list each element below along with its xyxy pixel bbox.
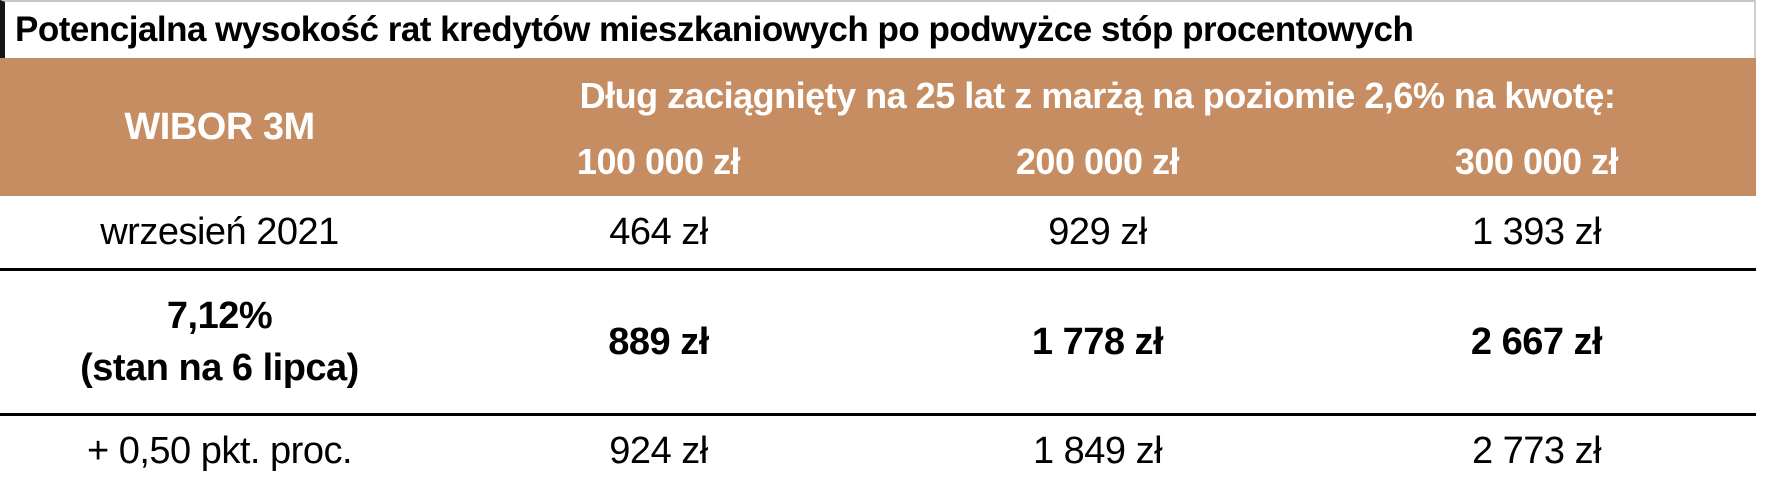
payment-100000: 924 zł <box>609 429 708 472</box>
row-label: + 0,50 pkt. proc. <box>86 429 353 472</box>
payment-200000: 1 849 zł <box>1032 429 1163 472</box>
payment-300000: 1 393 zł <box>1471 210 1602 253</box>
column-header-100000: 100 000 zł <box>576 140 741 182</box>
page-title: Potencjalna wysokość rat kredytów mieszk… <box>0 0 1756 58</box>
payment-300000: 2 773 zł <box>1471 429 1602 472</box>
amount-header-row: 100 000 zł 200 000 zł 300 000 zł <box>439 127 1756 196</box>
wibor-rate-value: 7,12% <box>166 294 273 337</box>
payment-300000: 2 667 zł <box>1470 320 1603 363</box>
table-row-current-wibor: 7,12% (stan na 6 lipca) 889 zł 1 778 zł … <box>0 271 1756 416</box>
table-row-plus-050: + 0,50 pkt. proc. 924 zł 1 849 zł 2 773 … <box>0 416 1756 486</box>
loan-terms-header-group: Dług zaciągnięty na 25 lat z marżą na po… <box>439 58 1756 196</box>
table-header: WIBOR 3M Dług zaciągnięty na 25 lat z ma… <box>0 58 1756 196</box>
payment-100000: 464 zł <box>609 210 708 253</box>
payment-200000: 1 778 zł <box>1031 320 1164 363</box>
payment-200000: 929 zł <box>1048 210 1147 253</box>
row-label: wrzesień 2021 <box>100 210 339 253</box>
payment-100000: 889 zł <box>608 320 709 363</box>
column-header-200000: 200 000 zł <box>1015 140 1180 182</box>
corner-header-wibor-3m: WIBOR 3M <box>124 105 315 148</box>
table-row-wrzesien-2021: wrzesień 2021 464 zł 929 zł 1 393 zł <box>0 196 1756 271</box>
wibor-rate-note: (stan na 6 lipca) <box>80 347 359 389</box>
row-label: 7,12% (stan na 6 lipca) <box>0 290 439 395</box>
loan-terms-header: Dług zaciągnięty na 25 lat z marżą na po… <box>579 74 1616 116</box>
column-header-300000: 300 000 zł <box>1454 140 1619 182</box>
